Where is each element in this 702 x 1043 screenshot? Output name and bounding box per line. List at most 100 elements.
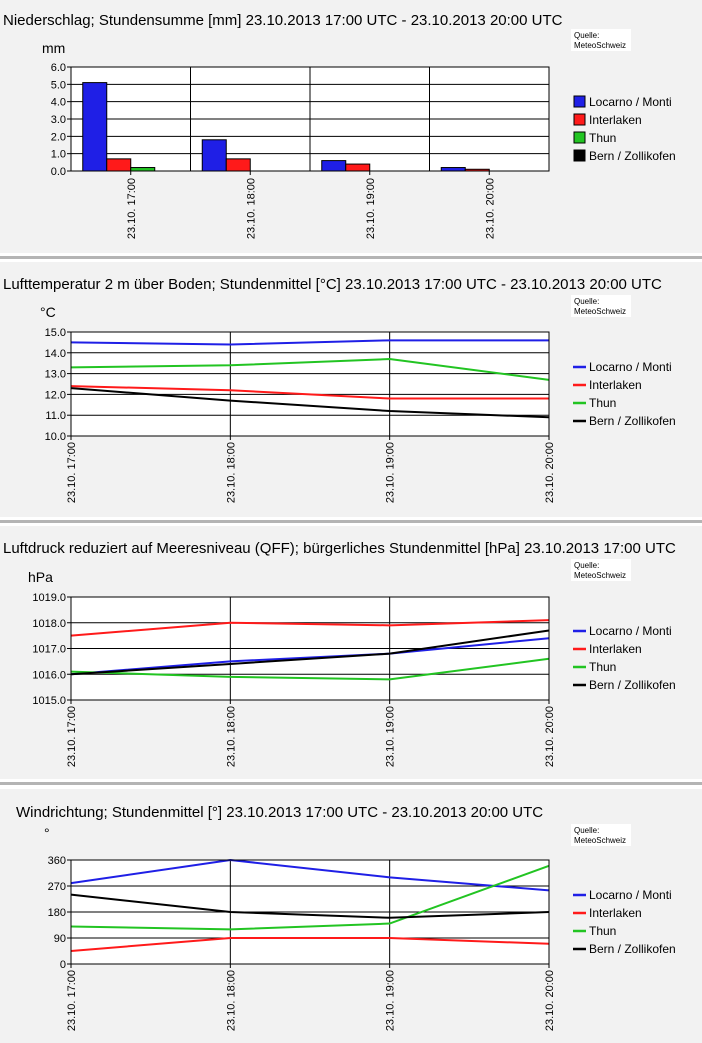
panel-separator: [0, 520, 702, 523]
legend-label: Thun: [589, 660, 616, 674]
line-bern-zollikofen: [70, 629, 550, 676]
chart-title: Luftdruck reduziert auf Meeresniveau (QF…: [3, 540, 676, 557]
source-box: [571, 295, 631, 317]
bar-locarno-monti: [201, 139, 227, 172]
chart-1: 0.0 1.0 2.0 3.0 4.0 5.0 6.0 23.10. 17:00 23.10. …: [42, 29, 676, 239]
x-tick-label: 23.10. 20:00: [544, 970, 556, 1031]
legend-label: Interlaken: [589, 378, 642, 392]
y-axis-unit: °C: [40, 304, 56, 320]
y-tick-label: 0.0: [51, 166, 66, 178]
source-box: [571, 29, 631, 51]
x-tick-label: 23.10. 18:00: [225, 706, 237, 767]
y-axis-unit: °: [44, 825, 50, 841]
line-bern-zollikofen: [70, 387, 550, 419]
legend-label: Locarno / Monti: [589, 624, 672, 638]
y-tick-label: 2.0: [51, 131, 66, 143]
y-tick-label: 1018.0: [32, 618, 66, 630]
y-axis-unit: mm: [42, 40, 65, 56]
plot-border: [70, 331, 550, 437]
x-tick-label: 23.10. 20:00: [544, 706, 556, 767]
y-tick-label: 180: [48, 907, 66, 919]
source-value: MeteoSchweiz: [574, 41, 626, 50]
y-axis-unit: hPa: [28, 569, 53, 585]
y-tick-label: 4.0: [51, 97, 66, 109]
y-tick-label: 12.0: [45, 389, 66, 401]
legend-swatch: [573, 95, 586, 108]
plot-border: [70, 859, 550, 965]
source-label: Quelle:: [574, 31, 599, 40]
source-label: Quelle:: [574, 826, 599, 835]
bar-interlaken: [106, 158, 132, 172]
source-box: [571, 824, 631, 846]
bar-locarno-monti: [440, 167, 466, 172]
y-tick-label: 6.0: [51, 62, 66, 74]
bar-locarno-monti: [82, 82, 108, 172]
y-tick-label: 11.0: [45, 410, 66, 422]
x-tick-label: 23.10. 19:00: [385, 706, 397, 767]
legend-label: Locarno / Monti: [589, 360, 672, 374]
y-tick-label: 5.0: [51, 79, 66, 91]
x-tick-label: 23.10. 17:00: [66, 442, 78, 503]
legend-label: Bern / Zollikofen: [589, 678, 676, 692]
y-tick-label: 1.0: [51, 149, 66, 161]
legend-label: Interlaken: [589, 642, 642, 656]
y-tick-label: 1017.0: [32, 644, 66, 656]
legend-swatch: [573, 113, 586, 126]
legend-swatch: [573, 149, 586, 162]
legend-label: Locarno / Monti: [589, 95, 672, 109]
line-thun: [70, 358, 550, 381]
x-tick-label: 23.10. 19:00: [385, 970, 397, 1031]
source-value: MeteoSchweiz: [574, 307, 626, 316]
plot-area: [71, 332, 549, 436]
chart-title: Lufttemperatur 2 m über Boden; Stundenmi…: [3, 276, 662, 293]
legend-label: Bern / Zollikofen: [589, 942, 676, 956]
y-tick-label: 15.0: [45, 327, 66, 339]
chart-3: 1015.0 1016.0 1017.0 1018.0 1019.0 23.10. 17:…: [28, 559, 676, 767]
bar-interlaken: [225, 158, 251, 172]
line-locarno-monti: [70, 637, 550, 676]
y-tick-label: 90: [54, 933, 66, 945]
y-tick-label: 13.0: [45, 369, 66, 381]
x-tick-label: 23.10. 17:00: [66, 970, 78, 1031]
x-tick-label: 23.10. 17:00: [126, 178, 138, 239]
line-locarno-monti: [70, 858, 550, 892]
source-label: Quelle:: [574, 297, 599, 306]
source-label: Quelle:: [574, 561, 599, 570]
y-tick-label: 14.0: [45, 348, 66, 360]
legend-label: Interlaken: [589, 113, 642, 127]
y-tick-label: 10.0: [45, 431, 66, 443]
x-tick-label: 23.10. 18:00: [225, 442, 237, 503]
y-tick-label: 1016.0: [32, 669, 66, 681]
y-tick-label: 1015.0: [32, 695, 66, 707]
line-interlaken: [70, 937, 550, 952]
source-value: MeteoSchweiz: [574, 571, 626, 580]
line-thun: [70, 864, 550, 931]
panel-separator: [0, 256, 702, 259]
bar-interlaken: [345, 163, 371, 172]
bar-thun: [130, 167, 156, 172]
legend-label: Interlaken: [589, 906, 642, 920]
legend-label: Thun: [589, 924, 616, 938]
legend-label: Locarno / Monti: [589, 888, 672, 902]
y-tick-label: 3.0: [51, 114, 66, 126]
x-tick-label: 23.10. 17:00: [66, 706, 78, 767]
chart-2: 10.0 11.0 12.0 13.0 14.0 15.0 23.10. 17:00 23.1…: [40, 295, 676, 503]
legend-label: Thun: [589, 131, 616, 145]
panel-separator: [0, 782, 702, 785]
legend-swatch: [573, 131, 586, 144]
x-tick-label: 23.10. 18:00: [245, 178, 257, 239]
chart-title: Windrichtung; Stundenmittel [°] 23.10.20…: [16, 804, 544, 821]
line-interlaken: [70, 385, 549, 400]
source-box: [571, 559, 631, 581]
y-tick-label: 270: [48, 881, 66, 893]
source-value: MeteoSchweiz: [574, 836, 626, 845]
line-bern-zollikofen: [70, 893, 550, 919]
plot-border: [70, 596, 550, 701]
line-locarno-monti: [70, 339, 549, 346]
bar-locarno-monti: [321, 160, 347, 172]
line-thun: [70, 657, 550, 681]
x-tick-label: 23.10. 19:00: [365, 178, 377, 239]
y-tick-label: 360: [48, 855, 66, 867]
legend-label: Bern / Zollikofen: [589, 149, 676, 163]
